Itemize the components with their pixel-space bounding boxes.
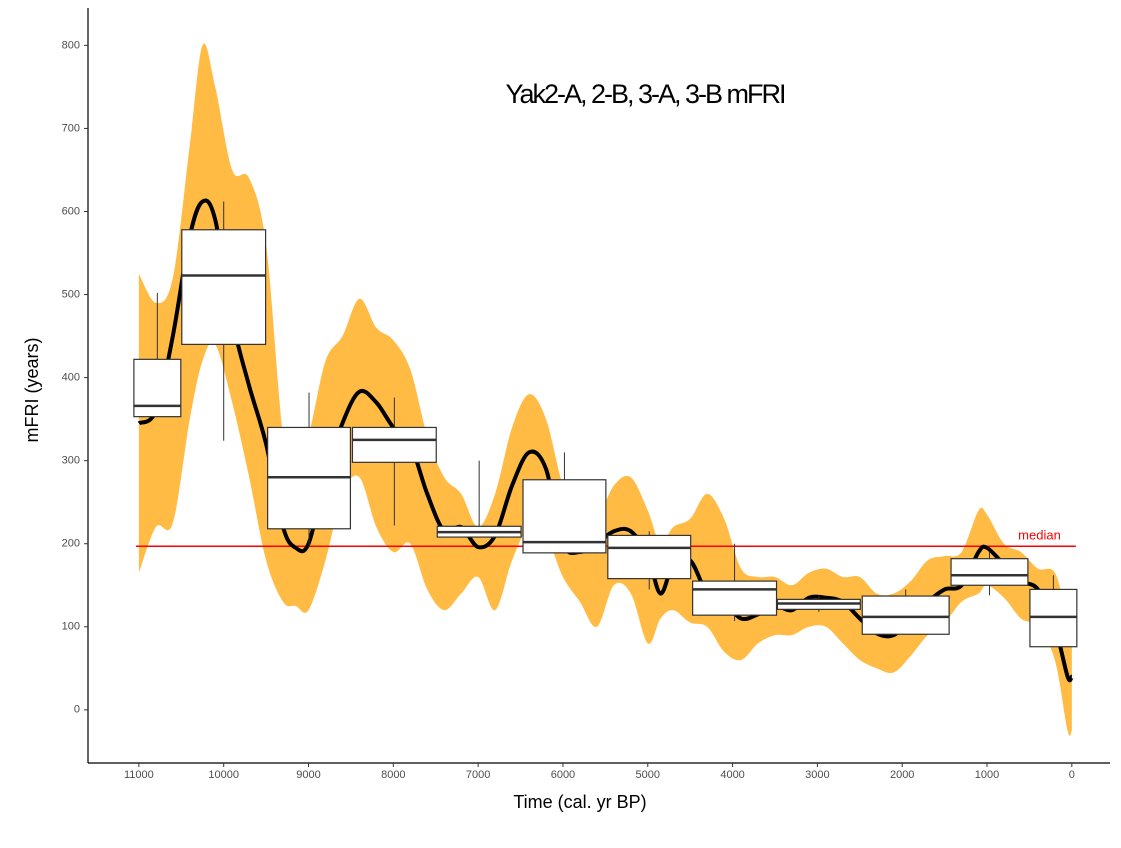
x-tick-label: 5000 [636,769,660,781]
box [522,479,607,554]
x-tick-label: 1000 [975,769,999,781]
chart-title: Yak2-A, 2-B, 3-A, 3-B mFRI [505,79,785,109]
y-tick-label: 800 [62,39,80,51]
x-tick-label: 0 [1069,769,1075,781]
confidence-band [138,43,1072,736]
y-tick-label: 0 [74,704,80,716]
box [181,229,267,345]
plot-area: median 0 100 200 300 400 500 600 700 800 11000 1000… [62,8,1110,781]
x-tick-label: 8000 [381,769,405,781]
box [133,358,182,418]
box [692,580,778,616]
box [607,534,692,580]
y-tick-label: 300 [62,455,80,467]
y-tick-label: 100 [62,621,80,633]
y-tick-label: 400 [62,372,80,384]
x-tick-label: 6000 [551,769,575,781]
x-tick-label: 4000 [720,769,744,781]
box [351,426,437,463]
x-tick-label: 11000 [124,769,154,781]
y-tick-label: 500 [62,288,80,300]
y-axis-label: mFRI (years) [22,338,42,443]
box [950,558,1029,586]
x-tick-label: 2000 [890,769,914,781]
x-tick-label: 7000 [466,769,490,781]
y-tick-label: 600 [62,205,80,217]
y-tick-label: 700 [62,122,80,134]
x-tick-label: 9000 [296,769,320,781]
y-tick-label: 200 [62,538,80,550]
x-tick-label: 3000 [805,769,829,781]
reference-label: median [1018,528,1061,543]
box [861,595,950,635]
x-tick-label: 10000 [208,769,239,781]
x-axis-label: Time (cal. yr BP) [513,792,646,812]
